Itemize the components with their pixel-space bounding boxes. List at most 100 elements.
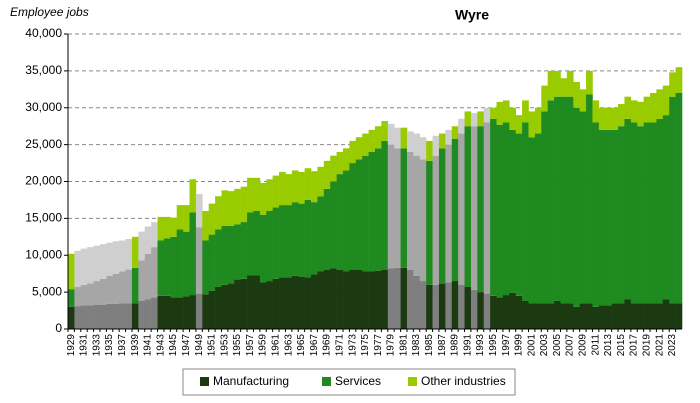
x-tick-label: 2009: [578, 334, 589, 357]
x-tick-label: 1995: [488, 334, 499, 357]
bar-segment: [375, 270, 382, 329]
legend-label: Manufacturing: [213, 374, 289, 388]
bar-segment: [247, 212, 254, 276]
bar-segment: [573, 107, 580, 307]
bar-segment: [458, 284, 465, 329]
bar-segment: [547, 70, 555, 101]
x-tick-label: 2013: [603, 334, 614, 357]
bar-segment: [99, 304, 107, 329]
bar-segment: [426, 284, 433, 329]
bar-segment: [163, 216, 171, 239]
bar-segment: [586, 70, 593, 95]
bar-segment: [131, 267, 139, 304]
bar-segment: [93, 281, 101, 305]
bar-segment: [285, 277, 293, 329]
bar-segment: [304, 277, 312, 329]
bar-segment: [99, 244, 107, 279]
bar-segment: [470, 289, 478, 329]
bar-segment: [458, 118, 465, 134]
bar-segment: [362, 155, 369, 272]
bar-segment: [323, 188, 331, 270]
bar-segment: [662, 115, 670, 300]
bar-segment: [662, 85, 670, 116]
bar-segment: [522, 122, 529, 301]
bar-segment: [560, 303, 568, 329]
bar-segment: [496, 297, 504, 329]
x-tick-label: 1987: [437, 334, 448, 357]
bar-segment: [566, 303, 574, 329]
bar-segment: [669, 72, 676, 97]
bar-segment: [496, 101, 504, 125]
x-tick-label: 1997: [501, 334, 512, 357]
bar-segment: [253, 211, 261, 276]
bar-segment: [611, 129, 619, 304]
bar-segment: [432, 155, 440, 285]
bar-segment: [157, 240, 165, 296]
bar-segment: [87, 247, 94, 284]
bar-segment: [227, 191, 235, 226]
bar-segment: [215, 286, 222, 329]
bar-segment: [157, 216, 165, 241]
x-tick-label: 1935: [104, 334, 115, 357]
bar-segment: [368, 129, 376, 152]
bar-segment: [368, 152, 376, 272]
bar-segment: [119, 271, 126, 304]
bar-segment: [522, 100, 529, 123]
bar-segment: [285, 174, 293, 206]
bar-segment: [234, 279, 241, 329]
x-tick-label: 1969: [322, 334, 333, 357]
x-tick-label: 1943: [155, 334, 166, 357]
bar-segment: [80, 305, 88, 329]
bar-segment: [400, 148, 408, 268]
bar-segment: [426, 160, 433, 285]
bar-segment: [375, 126, 382, 149]
bar-segment: [579, 111, 587, 304]
bar-segment: [80, 248, 88, 285]
bar-segment: [618, 303, 625, 329]
bar-segment: [317, 196, 325, 272]
bar-segment: [618, 126, 625, 304]
bar-segment: [131, 303, 139, 329]
bar-segment: [183, 205, 190, 232]
bar-segment: [515, 133, 523, 296]
x-tick-label: 1971: [334, 334, 345, 357]
bar-segment: [656, 303, 664, 329]
x-tick-label: 2001: [526, 334, 537, 357]
x-tick-label: 1985: [424, 334, 435, 357]
bar-segment: [349, 270, 357, 329]
bar-segment: [502, 295, 510, 329]
bar-segment: [643, 303, 651, 329]
bar-segment: [470, 126, 478, 290]
bar-segment: [573, 306, 580, 329]
bar-segment: [93, 304, 101, 329]
bar-segment: [266, 179, 273, 211]
bar-segment: [413, 275, 421, 329]
bar-segment: [643, 96, 651, 123]
bar-segment: [266, 281, 273, 329]
bar-segment: [279, 171, 286, 206]
bar-segment: [355, 270, 363, 329]
bar-segment: [560, 96, 568, 304]
x-tick-label: 1939: [130, 334, 141, 357]
bar-segment: [406, 131, 414, 152]
bar-segment: [554, 70, 561, 97]
bar-segment: [234, 224, 241, 280]
bar-segment: [387, 268, 395, 329]
bar-segment: [291, 170, 299, 203]
bar-segment: [400, 267, 408, 329]
x-tick-label: 1945: [168, 334, 179, 357]
bar-segment: [106, 303, 114, 329]
bar-segment: [259, 282, 267, 329]
bar-segment: [195, 227, 203, 294]
bar-segment: [87, 305, 94, 329]
bar-segment: [445, 144, 453, 283]
bar-segment: [445, 282, 453, 329]
bar-segment: [176, 229, 184, 298]
bar-segment: [183, 231, 190, 297]
bar-segment: [311, 171, 318, 203]
bar-segment: [509, 107, 517, 130]
bar-segment: [381, 270, 389, 329]
bar-segment: [368, 271, 376, 329]
bar-segment: [259, 214, 267, 283]
bar-segment: [534, 133, 542, 304]
